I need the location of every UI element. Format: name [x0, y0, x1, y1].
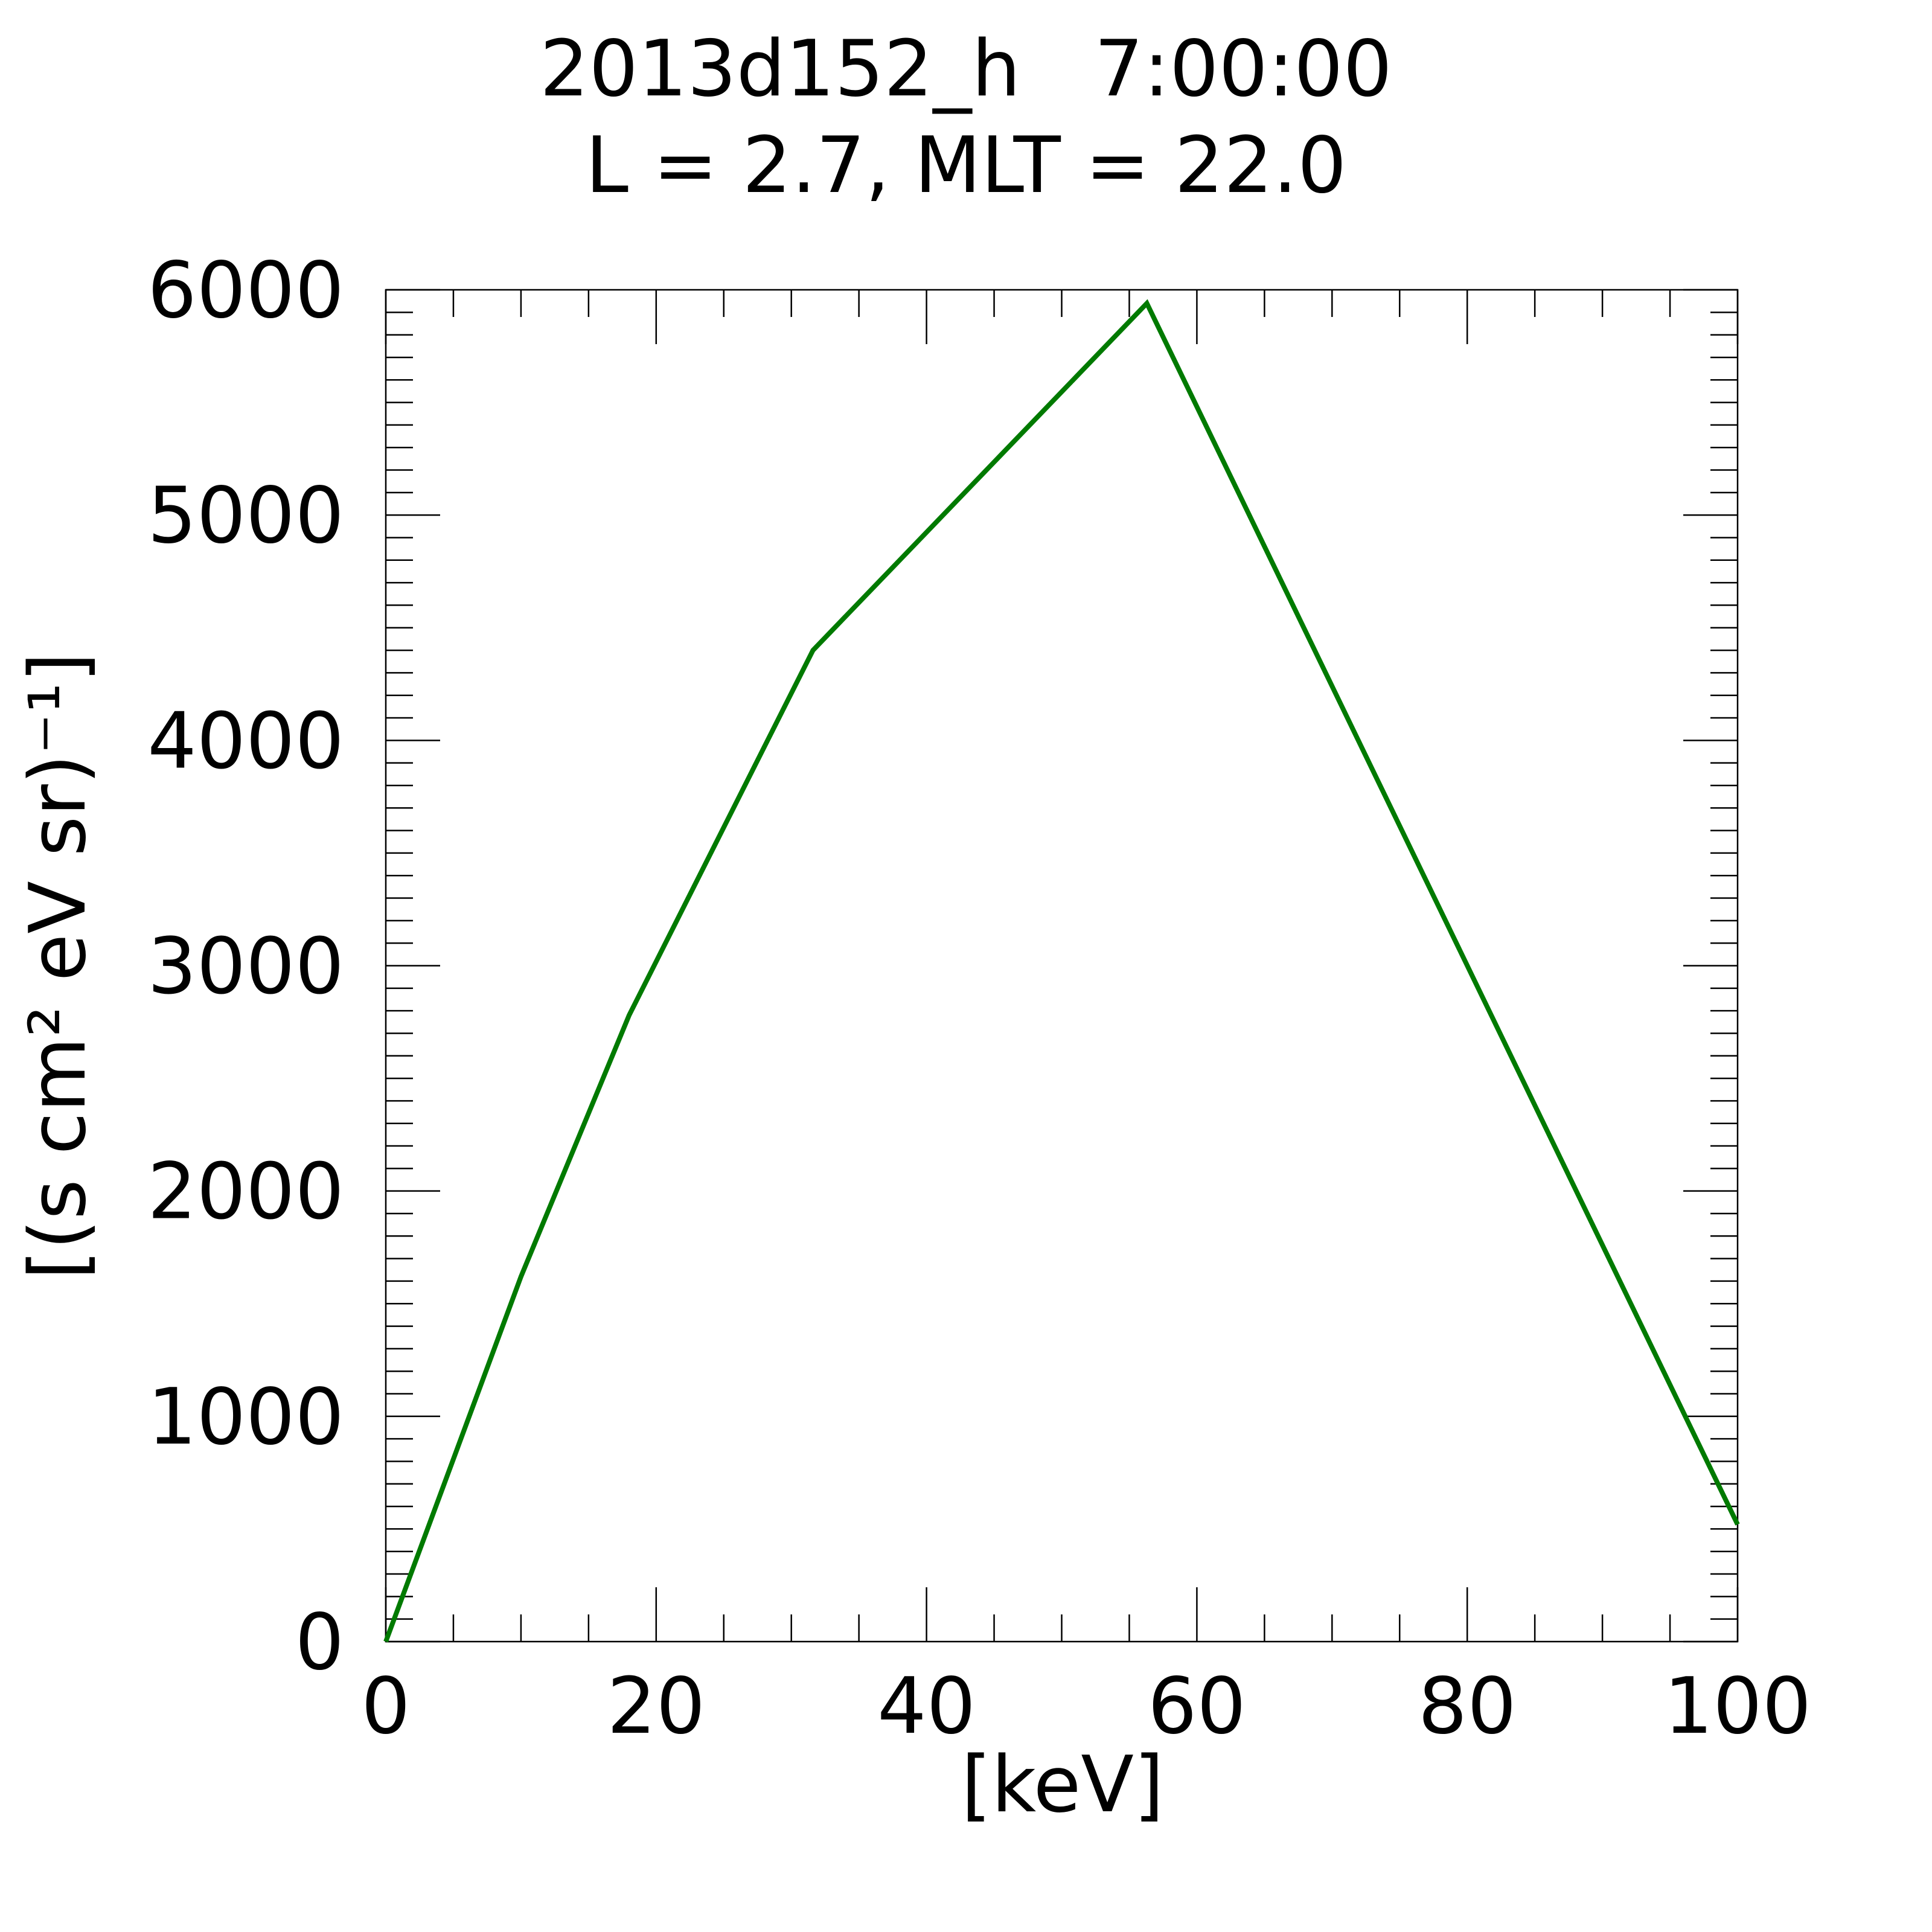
x-axis-label: [keV]	[961, 1740, 1164, 1830]
y-tick-label: 3000	[147, 922, 344, 1012]
y-tick-label: 2000	[147, 1147, 344, 1237]
y-tick-label: 0	[295, 1598, 344, 1687]
x-tick-label: 100	[1664, 1662, 1811, 1751]
x-tick-label: 60	[1148, 1662, 1246, 1751]
data-line	[383, 299, 1740, 1643]
x-tick-label: 40	[877, 1662, 976, 1751]
x-tick-label: 20	[607, 1662, 705, 1751]
y-tick-label: 1000	[147, 1372, 344, 1462]
chart-title: 2013d152_h 7:00:00	[540, 24, 1392, 114]
y-tick-label: 5000	[147, 471, 344, 561]
x-tick-label: 0	[361, 1662, 410, 1751]
y-tick-label: 6000	[147, 246, 344, 336]
chart-subtitle: L = 2.7, MLT = 22.0	[586, 121, 1347, 211]
y-axis-label: [(s cm² eV sr)⁻¹]	[13, 652, 103, 1279]
y-tick-label: 4000	[147, 696, 344, 786]
x-tick-label: 80	[1418, 1662, 1517, 1751]
